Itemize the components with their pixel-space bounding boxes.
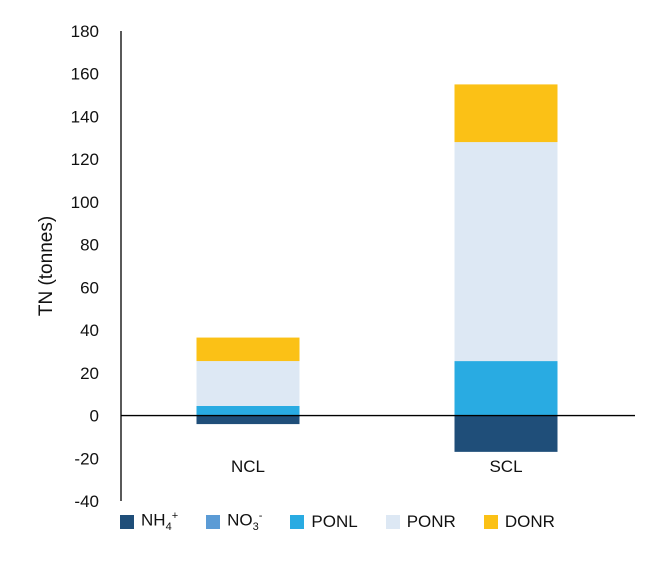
legend-item: DONR: [483, 511, 555, 532]
legend-item: NO3-: [206, 510, 262, 533]
bar-ncl-ponl: [196, 405, 300, 416]
y-axis-title: TN (tonnes): [36, 216, 57, 316]
bar-scl-ponr: [454, 142, 558, 362]
legend-item: PONR: [385, 511, 456, 532]
bar-ncl-ponr: [196, 361, 300, 406]
legend-label: PONR: [406, 511, 456, 531]
legend-label: PONL: [311, 511, 358, 531]
x-tick-label: SCL: [489, 457, 522, 476]
legend-swatch: [385, 514, 400, 529]
y-tick-label: 100: [71, 193, 99, 212]
x-axis-labels: NCL SCL: [231, 457, 523, 476]
bars: [196, 84, 558, 452]
y-axis-ticks: -40 -20 0 20 40 60 80 100 120 140 160 180: [71, 22, 99, 511]
y-tick-label: 0: [90, 407, 99, 426]
legend-swatch: [290, 514, 305, 529]
bar-ncl-donr: [196, 337, 300, 362]
y-tick-label: 40: [80, 321, 99, 340]
y-tick-label: 80: [80, 236, 99, 255]
legend-label: NH4+: [141, 510, 179, 534]
y-tick-label: 140: [71, 107, 99, 126]
y-tick-label: -40: [74, 492, 99, 511]
bar-scl-nh4: [454, 415, 558, 452]
y-tick-label: 180: [71, 22, 99, 41]
y-tick-label: -20: [74, 449, 99, 468]
legend-item: PONL: [290, 511, 358, 532]
bar-scl-donr: [454, 84, 558, 143]
legend-label: DONR: [504, 511, 555, 531]
legend-item: NH4+: [120, 510, 178, 533]
legend-swatch: [483, 514, 498, 529]
y-tick-label: 20: [80, 364, 99, 383]
bar-scl-ponl: [454, 361, 558, 416]
x-tick-label: NCL: [231, 457, 265, 476]
bar-ncl-nh4: [196, 415, 300, 425]
legend: NH4+ NO3- PONL PONR DONR: [120, 510, 583, 533]
y-tick-label: 120: [71, 150, 99, 169]
legend-swatch: [120, 514, 134, 529]
y-tick-label: 60: [80, 278, 99, 297]
y-tick-label: 160: [71, 65, 99, 84]
legend-label: NO3-: [227, 510, 263, 534]
legend-swatch: [206, 514, 221, 529]
